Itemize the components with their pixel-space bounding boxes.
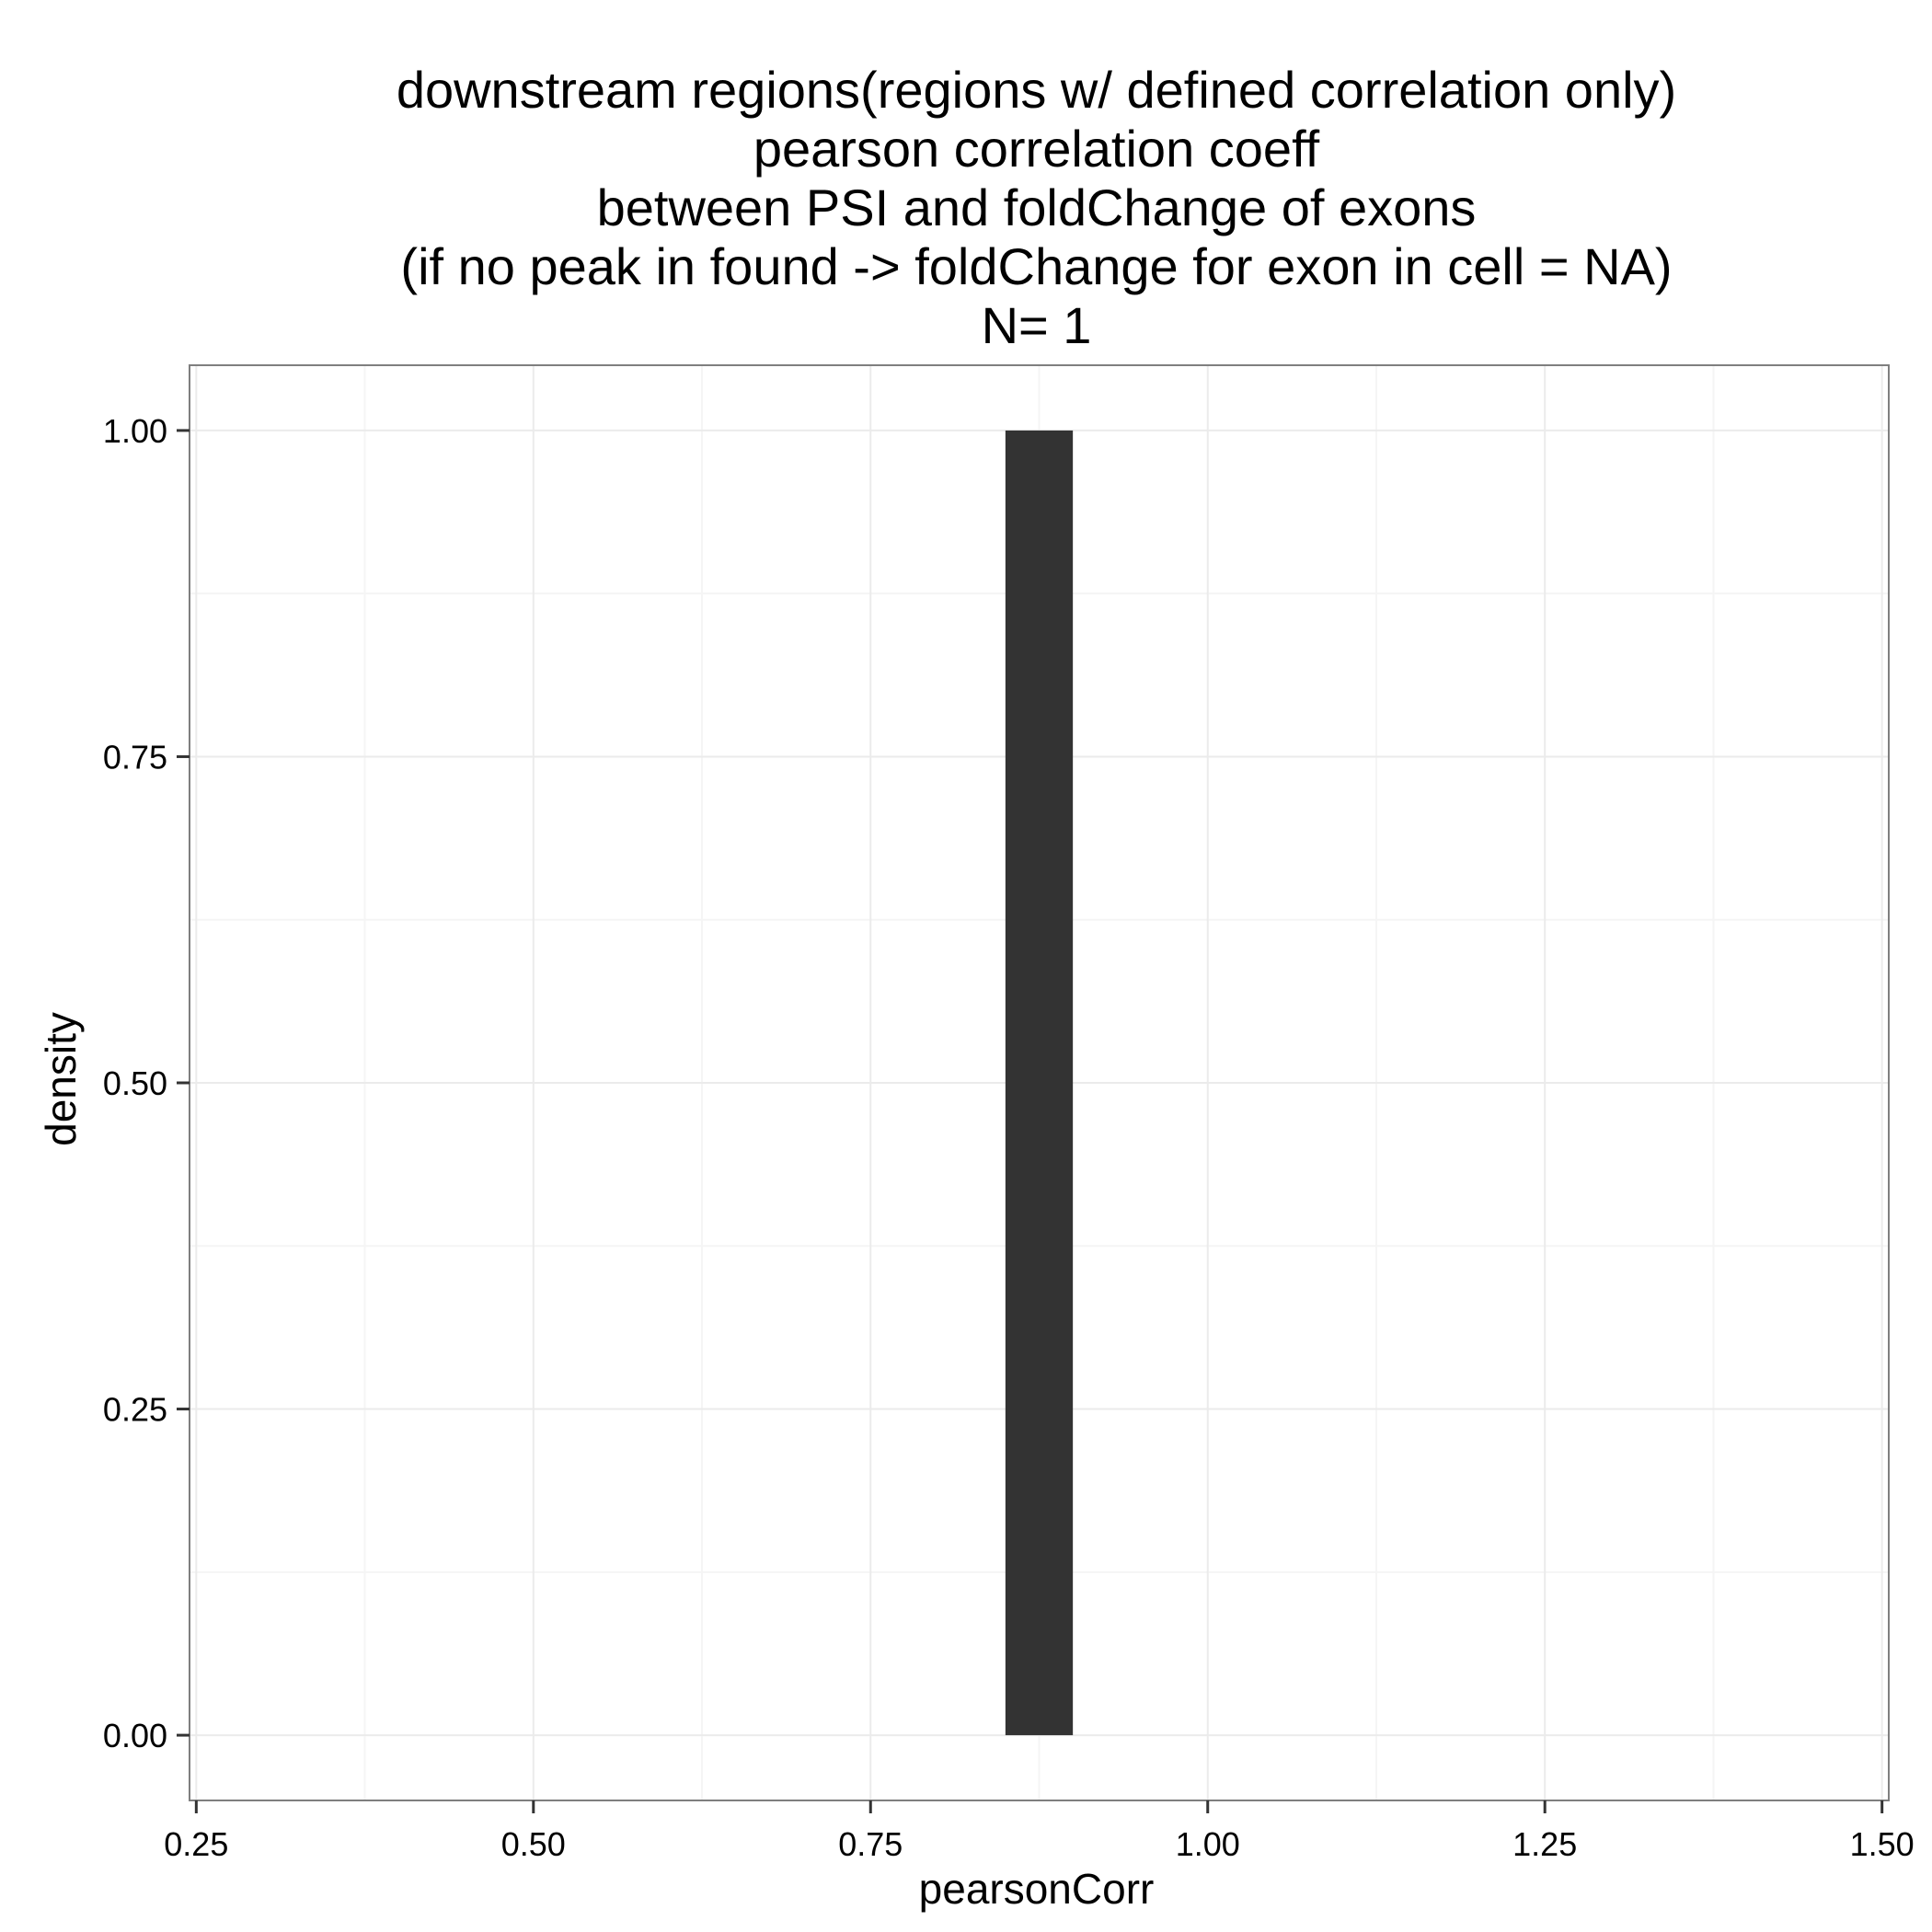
title-line: downstream regions(regions w/ defined co… <box>397 61 1676 119</box>
y-axis-title: density <box>37 1012 85 1146</box>
y-tick-label: 0.50 <box>103 1064 167 1102</box>
title-line: (if no peak in found -> foldChange for e… <box>400 237 1672 295</box>
y-tick-label: 0.75 <box>103 738 167 776</box>
y-tick-label: 0.25 <box>103 1391 167 1429</box>
x-axis: 0.25 0.50 0.75 1.00 1.25 1.50 <box>164 1800 1915 1863</box>
x-tick-label: 0.75 <box>838 1825 903 1863</box>
y-tick-label: 1.00 <box>103 412 167 450</box>
x-axis-title: pearsonCorr <box>919 1865 1155 1913</box>
y-axis: 0.00 0.25 0.50 0.75 1.00 <box>103 412 190 1754</box>
x-tick-label: 1.00 <box>1176 1825 1240 1863</box>
histogram-bars <box>1005 430 1074 1736</box>
histogram-bar <box>1005 430 1074 1736</box>
x-tick-label: 1.50 <box>1850 1825 1915 1863</box>
title-line: between PSI and foldChange of exons <box>597 178 1477 236</box>
title-line: N= 1 <box>982 296 1092 354</box>
title-line: pearson correlation coeff <box>753 120 1320 178</box>
x-tick-label: 1.25 <box>1512 1825 1577 1863</box>
chart-title: downstream regions(regions w/ defined co… <box>397 61 1676 354</box>
x-tick-label: 0.25 <box>164 1825 228 1863</box>
y-tick-label: 0.00 <box>103 1717 167 1754</box>
x-tick-label: 0.50 <box>501 1825 566 1863</box>
